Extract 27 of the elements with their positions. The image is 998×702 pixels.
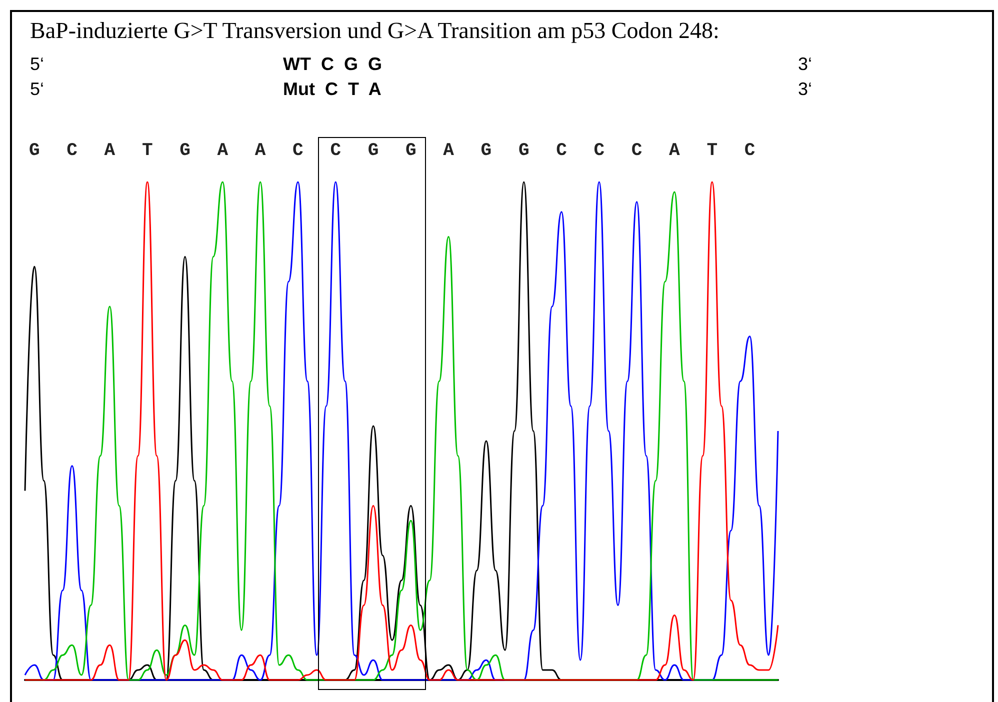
x-tick-label: G xyxy=(368,141,379,161)
x-tick-label: C xyxy=(631,141,642,161)
x-tick-label: A xyxy=(669,141,680,161)
x-tick-label: C xyxy=(330,141,342,161)
x-tick-label: G xyxy=(480,141,492,161)
x-tick-label: G xyxy=(180,141,190,161)
x-tick-label: C xyxy=(744,141,756,161)
x-tick-label: G xyxy=(518,141,530,161)
x-tick-label: G xyxy=(406,141,416,161)
x-tick-label: C xyxy=(594,141,605,161)
x-tick-label: G xyxy=(29,141,40,161)
x-tick-label: C xyxy=(292,141,304,161)
text: 3‘ xyxy=(798,79,812,100)
chart-title: BaP-induzierte G>T Transversion und G>A Transition am p53 Codon 248: xyxy=(30,18,720,44)
text: 5‘ xyxy=(30,79,44,100)
x-tick-label: C xyxy=(66,141,78,161)
x-tick-label: A xyxy=(443,141,454,161)
x-tick-label: T xyxy=(706,141,718,161)
text: 3‘ xyxy=(798,54,812,75)
x-tick-label: A xyxy=(254,141,266,161)
x-tick-label: C xyxy=(556,141,568,161)
x-tick-label: A xyxy=(217,141,228,161)
text: 5‘ xyxy=(30,54,44,75)
text: Mut C T A xyxy=(283,79,382,100)
x-tick-label: A xyxy=(104,141,116,161)
x-tick-label: T xyxy=(142,141,153,161)
text: WT C G G xyxy=(283,54,382,75)
